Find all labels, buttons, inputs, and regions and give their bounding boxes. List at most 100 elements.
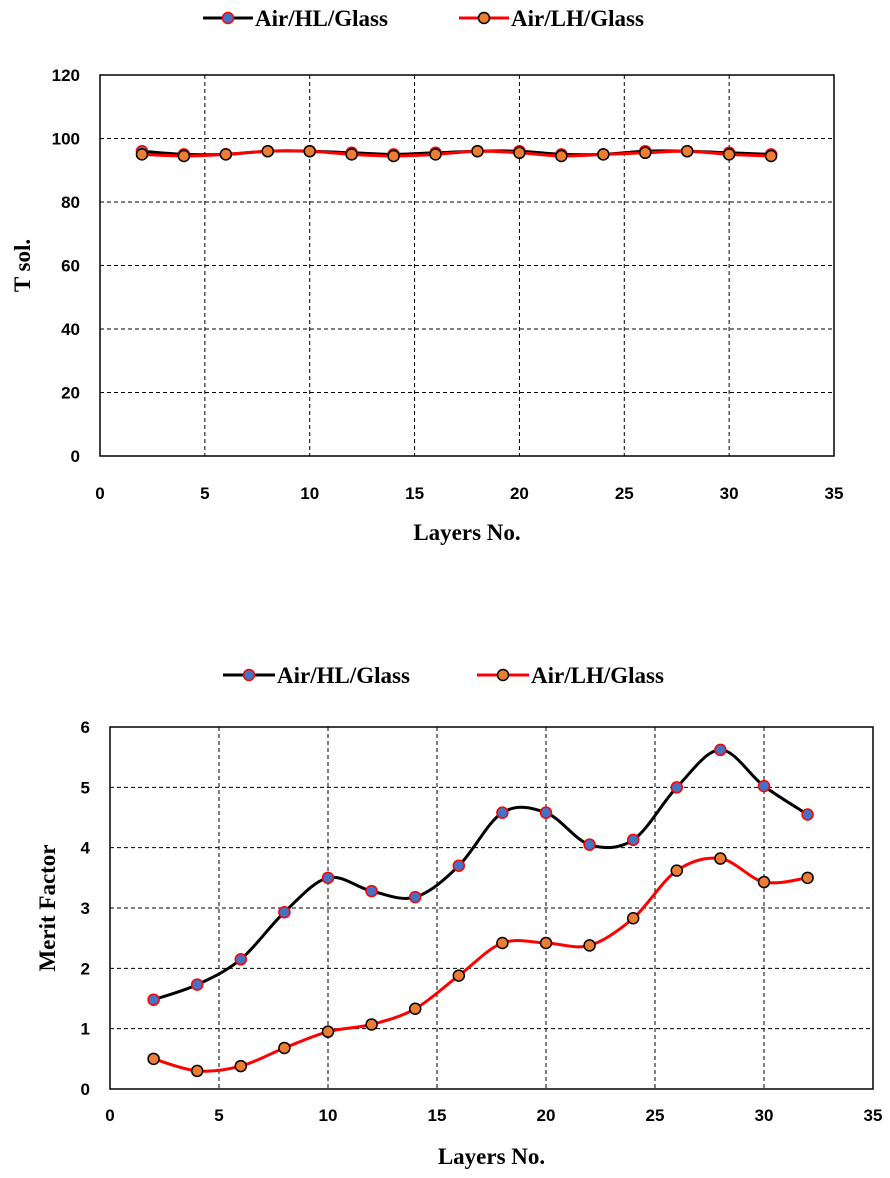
data-point (147, 993, 160, 1006)
x-tick-label: 10 (319, 1106, 338, 1125)
data-point (639, 146, 652, 160)
plot-frame (99, 74, 835, 457)
x-tick-label: 15 (405, 484, 424, 503)
y-tick-label: 40 (61, 320, 80, 339)
data-point (714, 743, 727, 757)
x-tick-label: 15 (428, 1106, 447, 1125)
x-tick-label: 25 (615, 484, 634, 503)
y-tick-label: 120 (52, 66, 80, 85)
data-point (345, 148, 358, 161)
data-point (135, 148, 149, 161)
data-point (452, 859, 466, 873)
data-point (219, 148, 233, 161)
data-point (321, 871, 335, 885)
data-point (670, 864, 684, 877)
legend-marker (477, 11, 491, 25)
data-point (177, 149, 191, 163)
legend-entry: Air/HL/Glass (203, 6, 388, 31)
x-tick-label: 30 (755, 1106, 774, 1125)
plot-frame (109, 726, 874, 1090)
data-point (764, 149, 778, 163)
y-tick-label: 3 (81, 899, 90, 918)
data-point (190, 1064, 204, 1078)
chart-2: 0 5 10 15 20 25 30 35 0 1 2 3 4 5 6 Layers No. Merit Fac… (35, 663, 882, 1169)
legend-label: Air/LH/Glass (511, 6, 644, 31)
data-point (429, 148, 442, 161)
series-2 (135, 144, 778, 163)
y-axis-title: T sol. (10, 239, 35, 292)
legend-label: Air/HL/Glass (255, 6, 388, 31)
legend-marker (242, 668, 256, 682)
series-1 (147, 743, 814, 1006)
x-axis-title: Layers No. (413, 520, 520, 545)
x-tick-label: 0 (95, 484, 104, 503)
y-axis-title: Merit Factor (35, 844, 60, 971)
legend-label: Air/HL/Glass (277, 663, 410, 688)
y-tick-label: 0 (71, 447, 80, 466)
x-tick-label: 20 (537, 1106, 556, 1125)
data-point (757, 875, 771, 889)
data-point (147, 1052, 160, 1066)
data-point (626, 833, 640, 847)
data-point (452, 969, 466, 982)
data-point (539, 806, 553, 819)
data-point (583, 838, 596, 851)
x-tick-label: 5 (214, 1106, 223, 1125)
data-point (801, 808, 814, 821)
data-point (234, 953, 248, 966)
data-point (190, 978, 204, 991)
data-point (471, 144, 484, 158)
y-tick-label: 0 (81, 1080, 90, 1099)
legend-label: Air/LH/Glass (531, 663, 664, 688)
x-tick-label: 5 (200, 484, 209, 503)
data-point (513, 146, 526, 160)
data-point (539, 936, 553, 950)
x-tick-label: 0 (105, 1106, 114, 1125)
y-tick-label: 20 (61, 384, 80, 403)
series-line (141, 149, 772, 158)
series-line (153, 856, 808, 1073)
legend-marker (221, 11, 235, 25)
legend-marker (496, 668, 510, 682)
y-tick-label: 80 (61, 193, 80, 212)
data-point (583, 939, 596, 952)
data-point (365, 884, 378, 898)
x-axis-title: Layers No. (438, 1144, 545, 1169)
data-point (261, 144, 275, 158)
data-point (408, 1002, 422, 1016)
x-tick-label: 35 (864, 1106, 883, 1125)
data-point (626, 912, 640, 925)
y-tick-label: 100 (52, 130, 80, 149)
data-point (278, 905, 291, 919)
series-2 (147, 852, 814, 1078)
x-tick-label: 20 (510, 484, 529, 503)
data-point (234, 1059, 248, 1073)
y-tick-label: 60 (61, 257, 80, 276)
data-point (278, 1041, 291, 1055)
data-point (303, 144, 316, 158)
y-tick-label: 4 (81, 839, 91, 858)
x-tick-label: 10 (300, 484, 319, 503)
y-tick-label: 1 (81, 1020, 90, 1039)
legend-entry: Air/LH/Glass (477, 663, 664, 688)
data-point (365, 1018, 378, 1031)
x-tick-label: 30 (720, 484, 739, 503)
data-point (321, 1025, 335, 1038)
data-point (496, 806, 509, 819)
legend-entry: Air/LH/Glass (459, 6, 644, 31)
gridlines (100, 74, 835, 456)
x-tick-label: 35 (825, 484, 844, 503)
chart-1: 0 5 10 15 20 25 30 35 0 20 40 60 80 100 120 Layers No. T… (10, 6, 843, 545)
data-point (496, 936, 509, 950)
data-point (757, 779, 771, 793)
data-point (722, 148, 736, 161)
series-line (153, 748, 809, 1002)
data-point (714, 852, 727, 865)
y-tick-label: 6 (81, 718, 90, 737)
x-tick-label: 25 (646, 1106, 665, 1125)
data-point (670, 781, 684, 794)
data-point (801, 871, 814, 885)
y-tick-label: 2 (81, 959, 90, 978)
data-point (597, 148, 610, 161)
